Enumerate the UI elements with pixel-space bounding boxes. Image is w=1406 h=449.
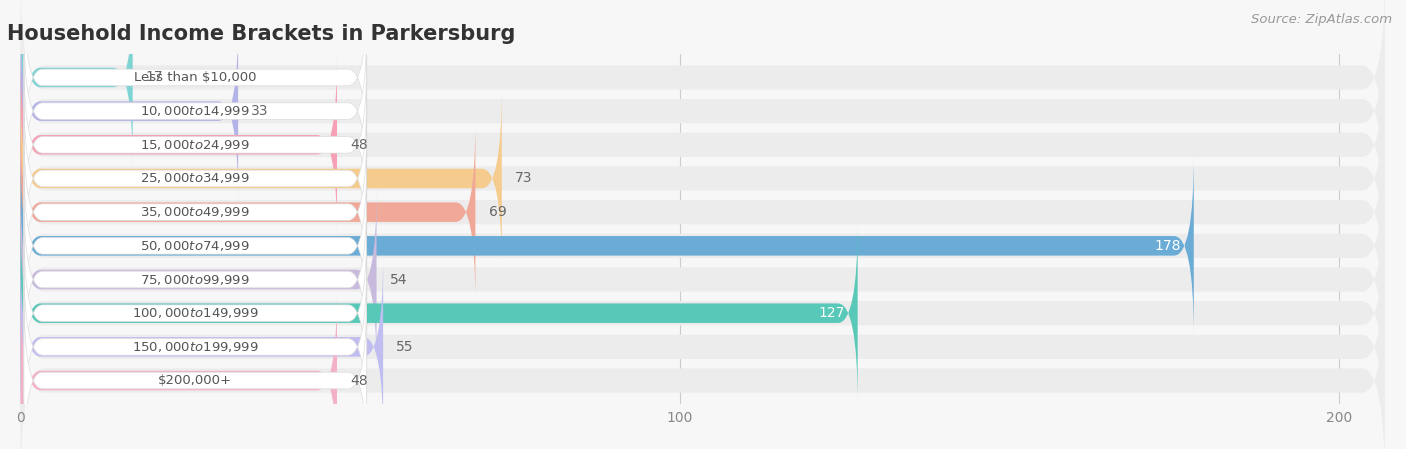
FancyBboxPatch shape — [21, 0, 132, 169]
Text: 54: 54 — [389, 273, 408, 286]
Text: $150,000 to $199,999: $150,000 to $199,999 — [132, 340, 259, 354]
Text: $75,000 to $99,999: $75,000 to $99,999 — [141, 273, 250, 286]
Text: 33: 33 — [252, 104, 269, 118]
FancyBboxPatch shape — [24, 0, 367, 163]
FancyBboxPatch shape — [21, 174, 1385, 385]
FancyBboxPatch shape — [24, 92, 367, 264]
FancyBboxPatch shape — [24, 261, 367, 433]
Text: 178: 178 — [1154, 239, 1181, 253]
Text: 48: 48 — [350, 374, 368, 387]
Text: Household Income Brackets in Parkersburg: Household Income Brackets in Parkersburg — [7, 24, 516, 44]
Text: $35,000 to $49,999: $35,000 to $49,999 — [141, 205, 250, 219]
FancyBboxPatch shape — [21, 140, 1385, 352]
FancyBboxPatch shape — [21, 106, 1385, 318]
Text: $50,000 to $74,999: $50,000 to $74,999 — [141, 239, 250, 253]
Text: 69: 69 — [489, 205, 506, 219]
FancyBboxPatch shape — [21, 154, 1194, 337]
FancyBboxPatch shape — [21, 121, 475, 304]
FancyBboxPatch shape — [21, 87, 502, 270]
Text: 127: 127 — [818, 306, 845, 320]
FancyBboxPatch shape — [21, 188, 377, 371]
FancyBboxPatch shape — [21, 255, 382, 438]
FancyBboxPatch shape — [21, 53, 337, 236]
FancyBboxPatch shape — [24, 295, 367, 449]
FancyBboxPatch shape — [21, 20, 238, 202]
Text: $200,000+: $200,000+ — [159, 374, 232, 387]
Text: 17: 17 — [146, 70, 163, 84]
Text: $100,000 to $149,999: $100,000 to $149,999 — [132, 306, 259, 320]
FancyBboxPatch shape — [24, 25, 367, 197]
FancyBboxPatch shape — [21, 5, 1385, 217]
Text: $15,000 to $24,999: $15,000 to $24,999 — [141, 138, 250, 152]
Text: 48: 48 — [350, 138, 368, 152]
Text: Source: ZipAtlas.com: Source: ZipAtlas.com — [1251, 13, 1392, 26]
FancyBboxPatch shape — [21, 0, 1385, 183]
FancyBboxPatch shape — [21, 275, 1385, 449]
Text: 55: 55 — [396, 340, 413, 354]
FancyBboxPatch shape — [24, 160, 367, 332]
FancyBboxPatch shape — [21, 207, 1385, 419]
FancyBboxPatch shape — [24, 126, 367, 298]
Text: Less than $10,000: Less than $10,000 — [134, 71, 256, 84]
FancyBboxPatch shape — [21, 289, 337, 449]
FancyBboxPatch shape — [21, 241, 1385, 449]
FancyBboxPatch shape — [24, 59, 367, 231]
Text: $10,000 to $14,999: $10,000 to $14,999 — [141, 104, 250, 118]
Text: $25,000 to $34,999: $25,000 to $34,999 — [141, 172, 250, 185]
FancyBboxPatch shape — [24, 227, 367, 399]
FancyBboxPatch shape — [24, 194, 367, 365]
FancyBboxPatch shape — [21, 222, 858, 405]
FancyBboxPatch shape — [21, 73, 1385, 284]
FancyBboxPatch shape — [21, 39, 1385, 251]
Text: 73: 73 — [515, 172, 533, 185]
